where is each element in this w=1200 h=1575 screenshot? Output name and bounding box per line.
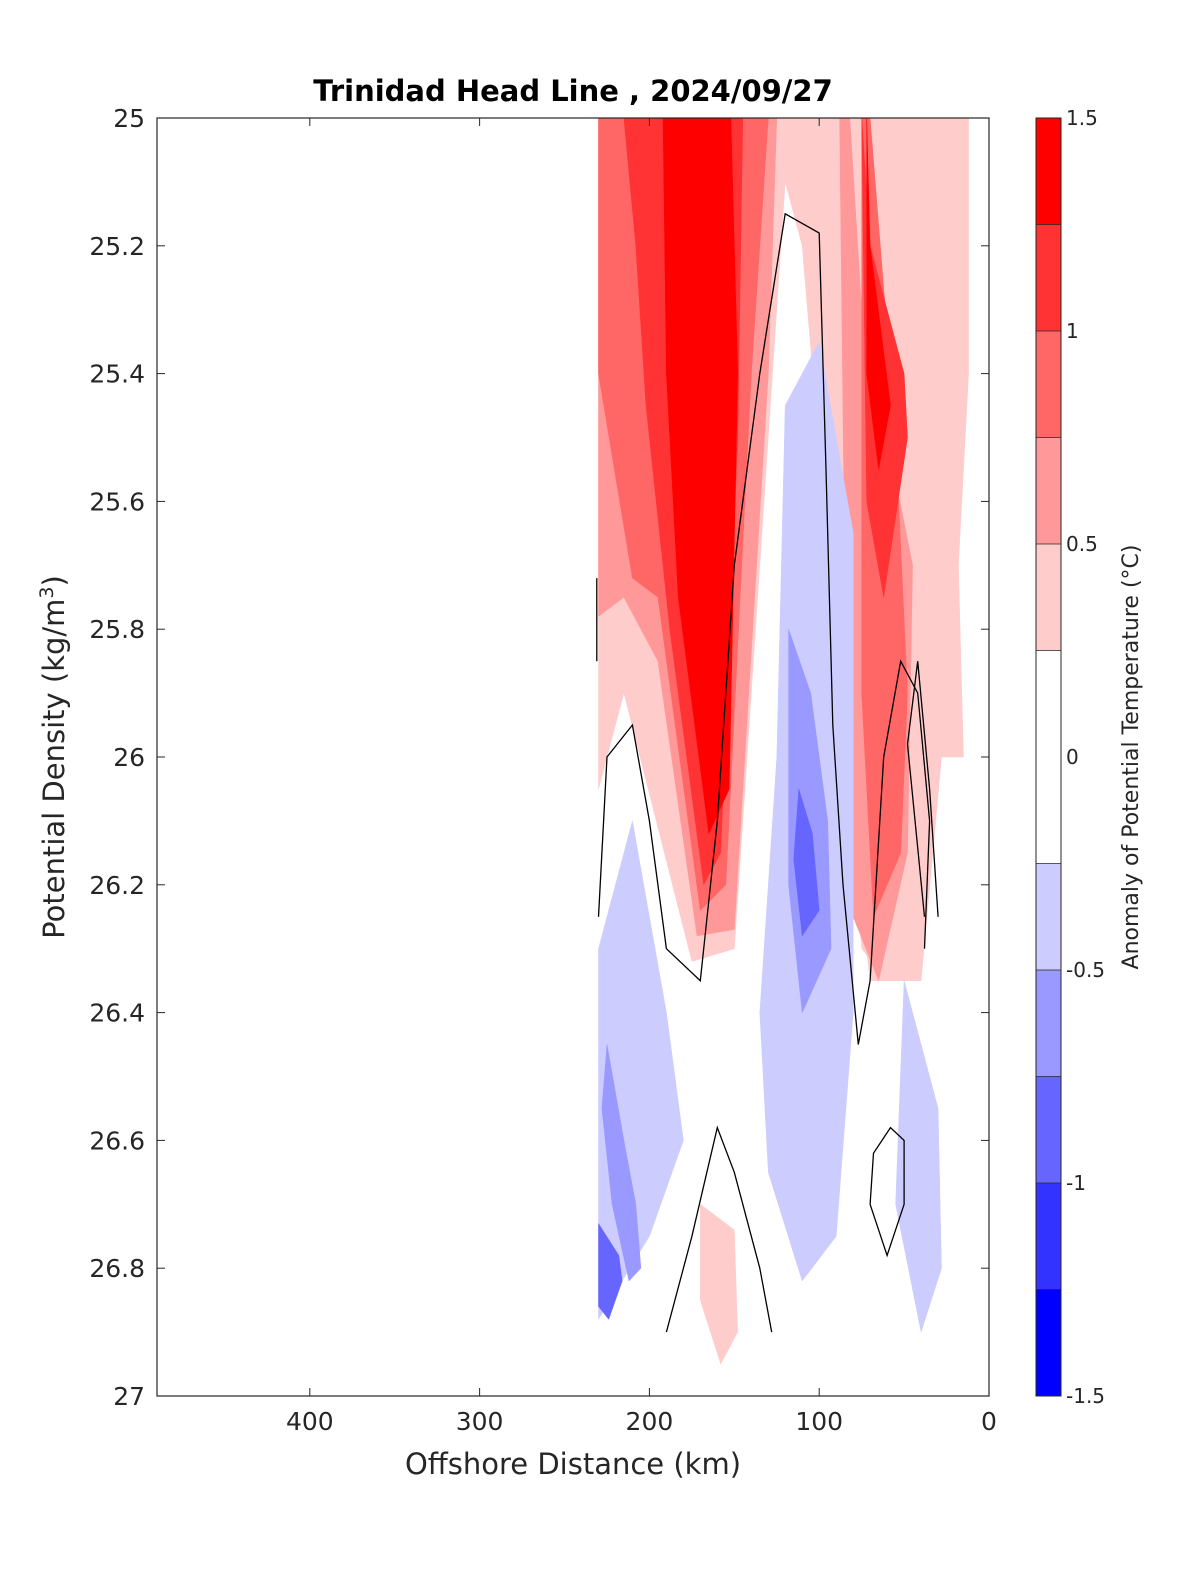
contour-fill-cool-central-level-2 <box>788 629 832 1014</box>
colorbar-tick-label: 0.5 <box>1066 532 1098 556</box>
contour-fill-cool-central-level-3 <box>793 788 820 937</box>
plot-area: 400 300 200 100 0 25 25.2 25.4 25.6 25.8 26 26.2 26.… <box>89 104 997 1436</box>
colorbar-frame <box>1035 117 1062 1397</box>
filled-contours <box>598 117 969 1365</box>
colorbar-tick-label: 1 <box>1066 319 1079 343</box>
colorbar-swatch <box>1036 544 1061 651</box>
colorbar-tick-label: 0 <box>1066 745 1079 769</box>
colorbar-swatch <box>1036 224 1061 331</box>
y-axis-title-close: ) <box>37 575 71 586</box>
x-tick-label: 100 <box>795 1407 843 1436</box>
y-tick-label: 26.8 <box>89 1254 145 1283</box>
colorbar-tick-label: -0.5 <box>1066 958 1105 982</box>
colorbar-swatch <box>1036 118 1061 225</box>
colorbar-swatch <box>1036 437 1061 544</box>
colorbar-swatch <box>1036 331 1061 438</box>
colorbar-tick-label: -1.5 <box>1066 1384 1105 1408</box>
contour-line-zero-contour-west <box>597 212 931 1045</box>
y-tick-label: 26.2 <box>89 871 145 900</box>
contour-line-zero-contour-coastal-spur <box>906 661 939 917</box>
contour-fill-cool-coastal <box>895 980 942 1334</box>
colorbar-title: Anomaly of Potential Temperature (°C) <box>1119 545 1144 970</box>
contour-line-zero-contour-coastal-loop <box>869 1126 905 1258</box>
axis-ticks: 400 300 200 100 0 25 25.2 25.4 25.6 25.8 26 26.2 26.… <box>89 104 997 1436</box>
colorbar-swatch <box>1036 1076 1061 1183</box>
colorbar-swatch <box>1036 1183 1061 1290</box>
y-tick-label: 25 <box>113 104 145 133</box>
y-tick-label: 26.4 <box>89 999 145 1028</box>
y-tick-label: 25.6 <box>89 487 145 516</box>
colorbar-swatch <box>1036 650 1061 864</box>
contour-fill-coastal-warm-level-5 <box>866 117 891 470</box>
y-tick-label: 25.4 <box>89 360 145 389</box>
colorbar-swatch <box>1036 863 1061 970</box>
y-tick-label: 26 <box>113 743 145 772</box>
colorbar: -1.5 -1 -0.5 0 0.5 1 1.5 <box>1035 106 1105 1408</box>
y-tick-label: 27 <box>113 1382 145 1411</box>
x-tick-label: 300 <box>456 1407 504 1436</box>
contour-fill-cool-west-level-2 <box>601 1044 642 1282</box>
y-tick-label: 25.2 <box>89 232 145 261</box>
contour-lines <box>596 212 939 1333</box>
x-axis-title: Offshore Distance (km) <box>405 1447 741 1481</box>
colorbar-tick-label: 1.5 <box>1066 106 1098 130</box>
colorbar-swatch <box>1036 1289 1061 1396</box>
contour-fill-cool-west-level-3 <box>598 1222 623 1320</box>
y-tick-label: 25.8 <box>89 615 145 644</box>
colorbar-tick-label: -1 <box>1066 1171 1086 1195</box>
x-tick-label: 200 <box>626 1407 674 1436</box>
y-axis-title: Potential Density (kg/m3) <box>36 575 71 939</box>
colorbar-swatch <box>1036 970 1061 1077</box>
x-tick-label: 400 <box>286 1407 334 1436</box>
contour-fill-warm-core-level-5 <box>662 117 738 835</box>
x-tick-label: 0 <box>981 1407 997 1436</box>
y-axis-title-superscript: 3 <box>36 586 58 598</box>
y-tick-label: 26.6 <box>89 1126 145 1155</box>
y-axis-title-main: Potential Density (kg/m <box>37 599 71 939</box>
chart-title: Trinidad Head Line , 2024/09/27 <box>313 74 833 108</box>
contour-fill-deep-warm-lens <box>700 1203 738 1365</box>
contour-line-zero-contour-deep-lens <box>665 1125 773 1333</box>
